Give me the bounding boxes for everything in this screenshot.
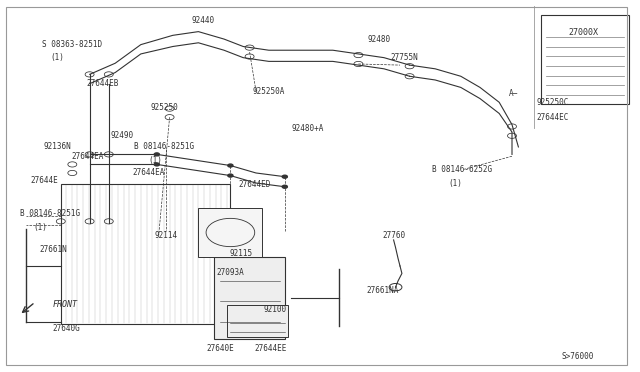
Text: 27640E: 27640E	[206, 344, 234, 353]
Text: 92136N: 92136N	[44, 142, 71, 151]
Text: 27644EC: 27644EC	[536, 113, 569, 122]
Text: 27644EB: 27644EB	[86, 79, 119, 88]
Text: (1): (1)	[448, 179, 462, 187]
Bar	[198, 208, 262, 257]
Text: 92114: 92114	[155, 231, 178, 240]
Text: 27760: 27760	[383, 231, 406, 240]
Text: 92100: 92100	[264, 305, 287, 314]
Text: FRONT: FRONT	[52, 300, 77, 309]
Text: 27644EA: 27644EA	[132, 169, 165, 177]
Text: S 08363-8251D: S 08363-8251D	[42, 40, 102, 49]
Text: 27644EA: 27644EA	[72, 153, 104, 161]
Circle shape	[228, 174, 233, 177]
Circle shape	[154, 153, 159, 156]
Text: 925250A: 925250A	[253, 87, 285, 96]
Circle shape	[154, 163, 159, 166]
Text: 27644EE: 27644EE	[255, 344, 287, 353]
Bar	[214, 257, 285, 339]
Bar	[541, 15, 629, 104]
Text: (1): (1)	[33, 223, 47, 232]
Text: 92480: 92480	[368, 35, 391, 44]
Text: 27755N: 27755N	[390, 53, 418, 62]
Text: 27000X: 27000X	[568, 28, 598, 37]
Text: 27661N: 27661N	[40, 246, 67, 254]
Text: 92480+A: 92480+A	[291, 124, 324, 133]
Text: 27640G: 27640G	[52, 324, 80, 333]
Text: 925250: 925250	[150, 103, 178, 112]
Text: 27644E: 27644E	[31, 176, 58, 185]
Text: 27093A: 27093A	[216, 268, 244, 277]
Text: 27661NA: 27661NA	[366, 286, 399, 295]
Bar	[61, 184, 230, 324]
Text: (1): (1)	[50, 53, 64, 62]
Text: (1): (1)	[148, 156, 163, 165]
Text: 925250C: 925250C	[536, 98, 569, 107]
Text: 92490: 92490	[110, 131, 133, 140]
Text: B 08146-8251G: B 08146-8251G	[20, 209, 81, 218]
Circle shape	[228, 164, 233, 167]
Text: 92440: 92440	[192, 16, 215, 25]
Text: B 08146-8251G: B 08146-8251G	[134, 142, 195, 151]
Text: B 08146-6252G: B 08146-6252G	[432, 165, 492, 174]
Text: 92115: 92115	[229, 249, 252, 258]
Bar	[227, 305, 288, 337]
Text: A—: A—	[509, 89, 518, 98]
Text: 27644ED: 27644ED	[238, 180, 271, 189]
Circle shape	[282, 175, 287, 178]
Text: S>76000: S>76000	[562, 352, 595, 361]
Circle shape	[282, 185, 287, 188]
